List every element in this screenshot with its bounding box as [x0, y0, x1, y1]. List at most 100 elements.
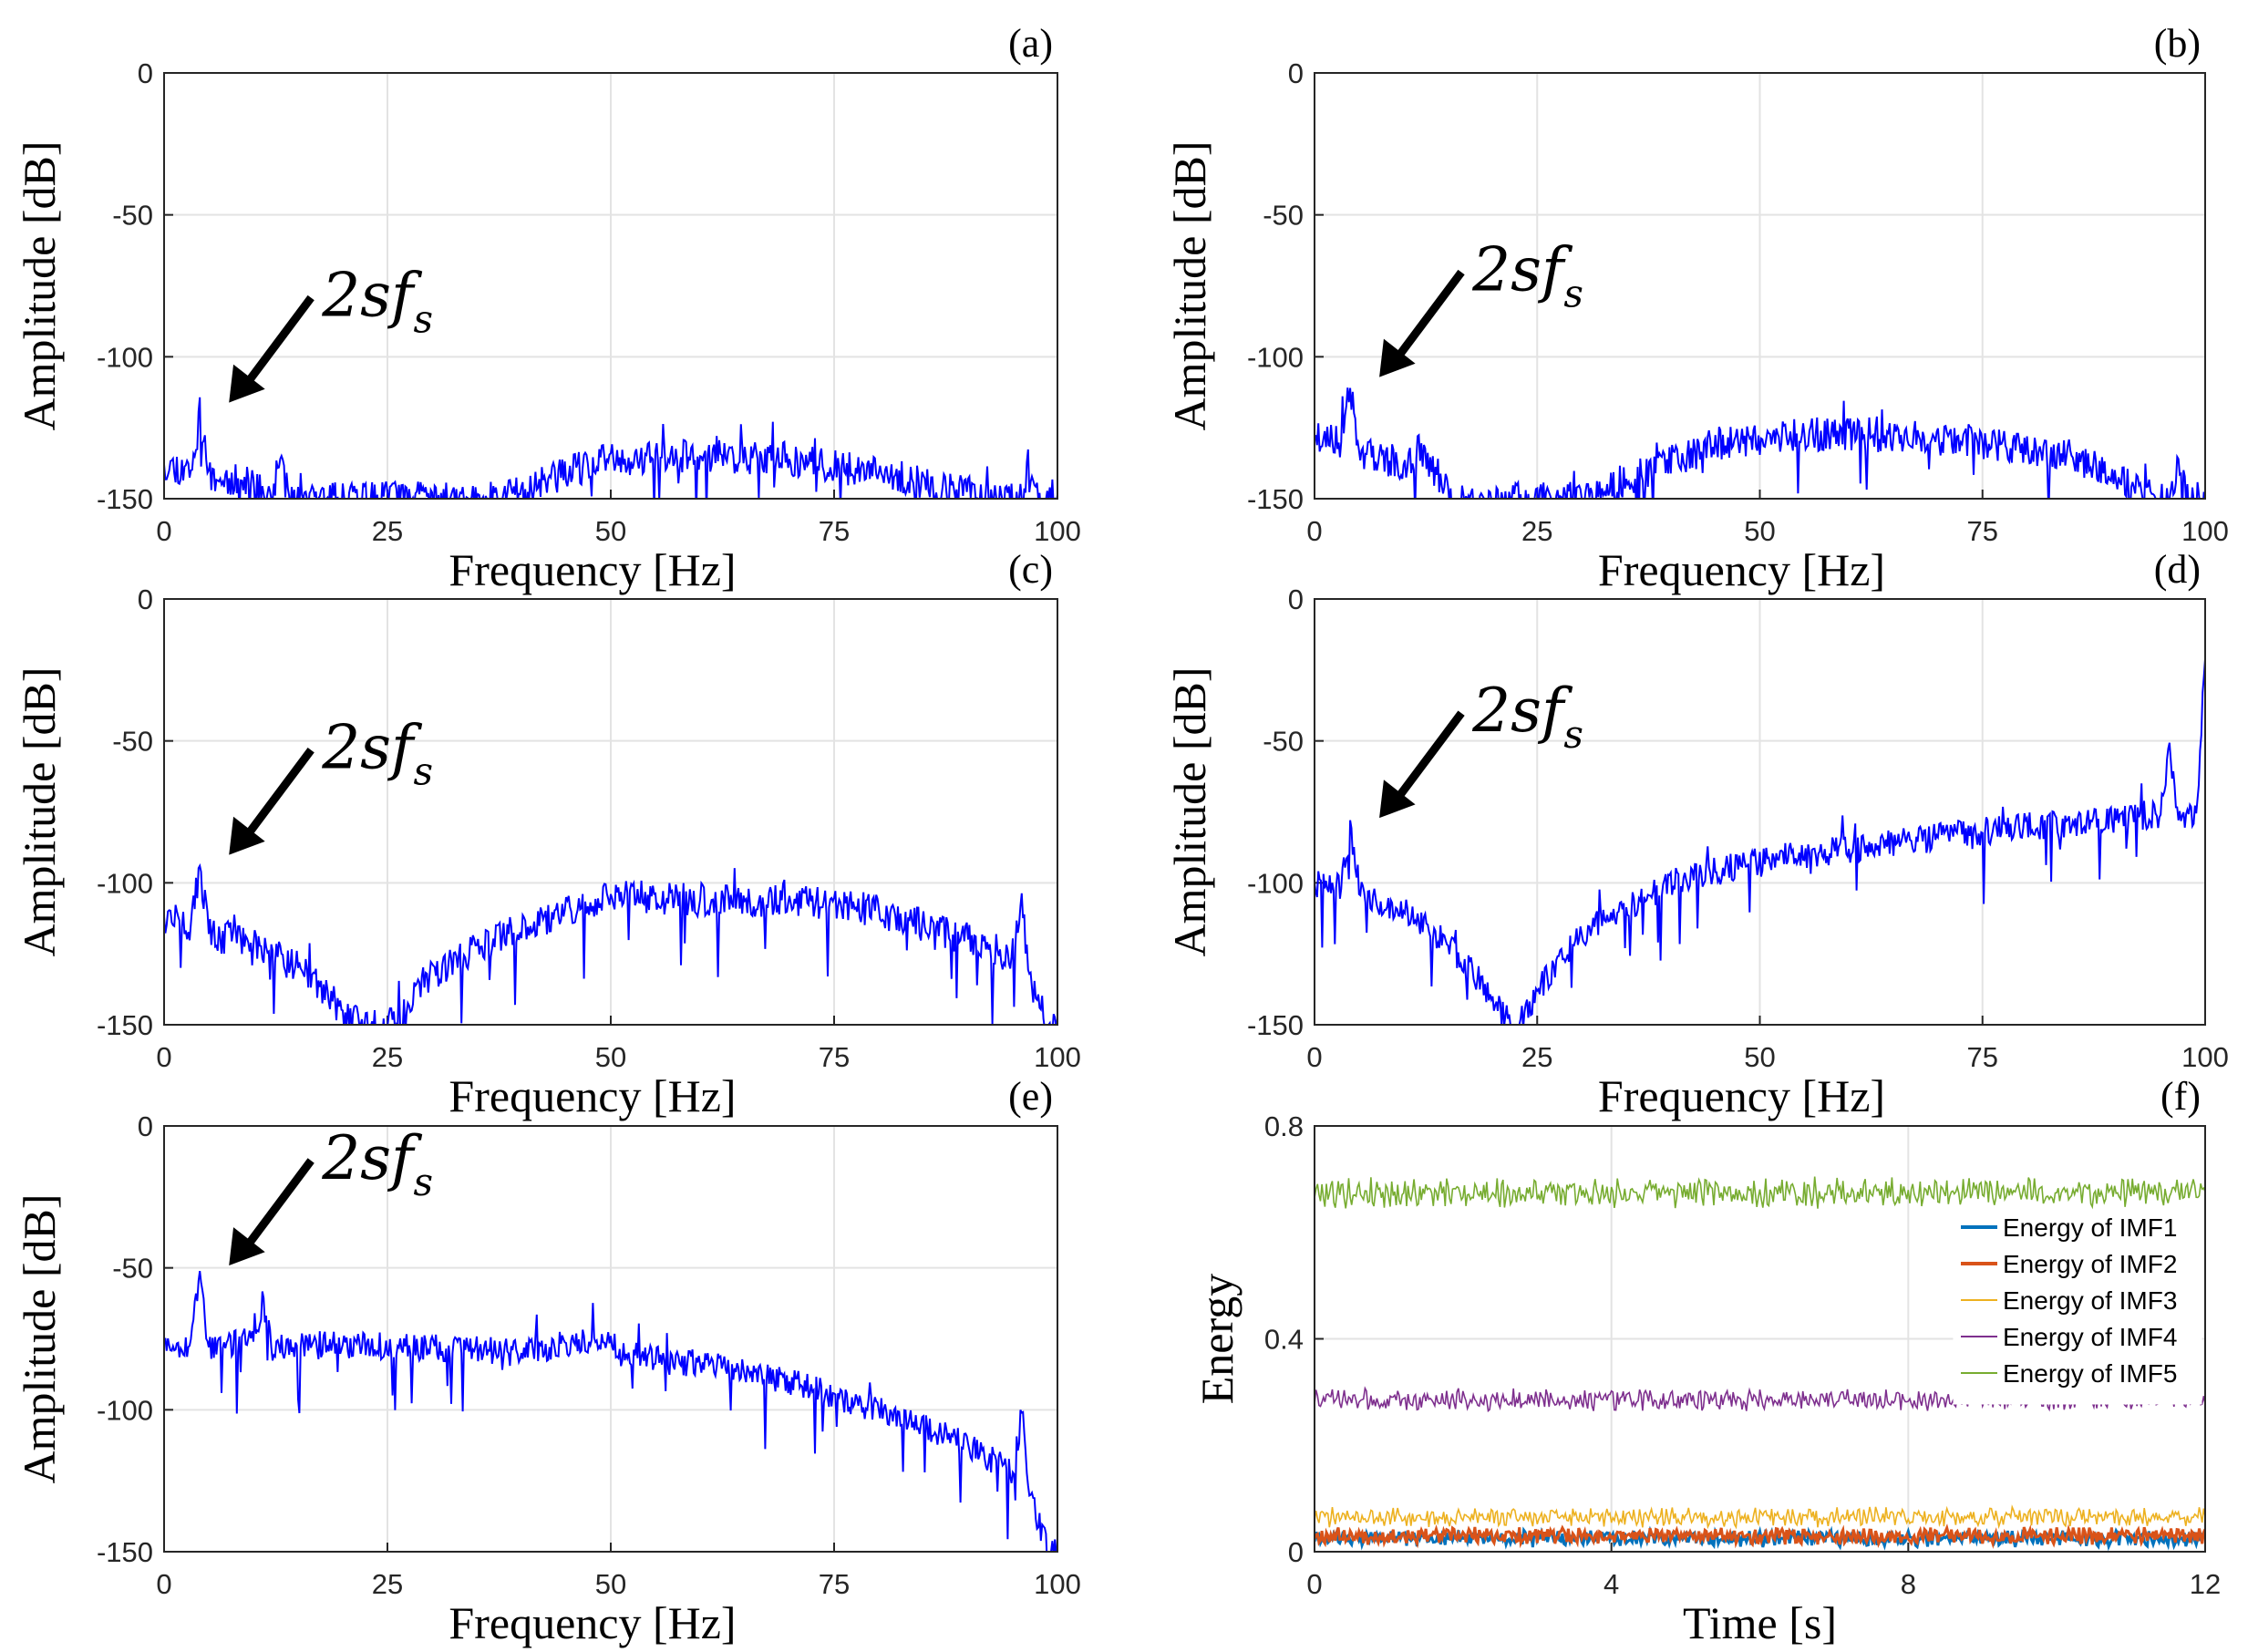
y-tick-label: -50 — [112, 726, 153, 758]
panel-label: (b) — [2154, 21, 2201, 66]
panel-label: (c) — [1008, 547, 1053, 592]
axes-frame — [1314, 598, 2206, 1026]
legend-entry: Energy of IMF5 — [2003, 1359, 2177, 1388]
x-tick-label: 75 — [1967, 515, 1998, 547]
annotation-label: 2sfs — [1471, 235, 1583, 316]
x-axis-label: Frequency [Hz] — [1598, 544, 1885, 595]
series-group — [1315, 658, 2205, 1025]
y-axis-label: Energy — [1191, 1274, 1243, 1404]
panel-label: (f) — [2160, 1074, 2201, 1119]
x-tick-label: 75 — [1967, 1041, 1998, 1073]
spectrum-line — [1315, 387, 2205, 499]
y-tick-label: 0.8 — [1264, 1110, 1304, 1142]
annotation-arrow-head — [1379, 338, 1416, 377]
x-tick-label: 12 — [2190, 1568, 2221, 1600]
x-tick-label: 75 — [819, 1568, 850, 1600]
x-tick-label: 50 — [595, 1041, 626, 1073]
x-tick-label: 100 — [2181, 1041, 2229, 1073]
y-tick-label: 0 — [138, 57, 153, 89]
x-tick-label: 0 — [156, 1041, 171, 1073]
y-tick-label: -100 — [97, 867, 153, 899]
y-tick-label: -150 — [97, 1009, 153, 1041]
x-tick-label: 25 — [372, 1041, 403, 1073]
y-tick-label: 0 — [1288, 57, 1304, 89]
x-axis-label: Frequency [Hz] — [1598, 1070, 1885, 1121]
x-tick-label: 25 — [372, 1568, 403, 1600]
x-tick-label: 100 — [1034, 1041, 1081, 1073]
legend-entry: Energy of IMF1 — [2003, 1213, 2177, 1242]
x-tick-label: 4 — [1604, 1568, 1619, 1600]
panel-d: 0 25 50 75 100 0 -50 -100 -150 Frequency [Hz] Ampl… — [1164, 547, 2229, 1121]
legend-box — [1953, 1210, 2202, 1405]
y-tick-label: -100 — [1247, 867, 1304, 899]
spectrum-line — [164, 862, 1057, 1025]
series-group — [164, 1270, 1057, 1552]
y-axis-label: Amplitude [dB] — [1164, 666, 1215, 956]
y-axis-label: Amplitude [dB] — [1164, 140, 1215, 430]
x-tick-label: 0 — [1306, 515, 1322, 547]
panel-b: 0 25 50 75 100 0 -50 -100 -150 Frequency [Hz] Ampl… — [1164, 21, 2229, 595]
y-axis-label: Amplitude [dB] — [14, 140, 65, 430]
y-tick-label: -150 — [1247, 483, 1304, 515]
spectrum-line — [164, 397, 1057, 499]
x-tick-label: 100 — [1034, 1568, 1081, 1600]
axes-frame — [1314, 1125, 2206, 1553]
y-tick-label: 0.4 — [1264, 1324, 1304, 1356]
x-tick-label: 50 — [1744, 1041, 1775, 1073]
x-tick-label: 25 — [372, 515, 403, 547]
annotation-arrow-head — [229, 1227, 265, 1266]
x-tick-label: 0 — [1306, 1041, 1322, 1073]
panel-c: 0 25 50 75 100 0 -50 -100 -150 Frequency [Hz] Ampl… — [14, 547, 1081, 1121]
annotation-label: 2sfs — [321, 1123, 433, 1204]
x-tick-label: 100 — [2181, 515, 2229, 547]
y-tick-label: 0 — [138, 1110, 153, 1142]
axes-frame — [1314, 72, 2206, 500]
panel-label: (e) — [1008, 1074, 1053, 1119]
legend-entry: Energy of IMF4 — [2003, 1323, 2177, 1351]
y-tick-label: -100 — [1247, 341, 1304, 373]
spectrum-line — [164, 1270, 1057, 1552]
y-tick-label: -100 — [97, 1394, 153, 1426]
x-tick-label: 0 — [156, 515, 171, 547]
annotation-label: 2sfs — [321, 713, 433, 794]
legend-entry: Energy of IMF2 — [2003, 1250, 2177, 1278]
y-tick-label: -100 — [97, 341, 153, 373]
annotation-arrow-head — [229, 364, 265, 403]
y-tick-label: -150 — [97, 1536, 153, 1568]
x-axis-label: Frequency [Hz] — [449, 1070, 736, 1121]
axes-frame — [163, 72, 1058, 500]
annotation-arrow-head — [1379, 780, 1416, 819]
series-line-energy-of-imf2 — [1315, 1523, 2205, 1550]
series-group — [164, 862, 1057, 1025]
x-tick-label: 50 — [595, 515, 626, 547]
series-group — [1315, 387, 2205, 499]
series-line-energy-of-imf3 — [1315, 1504, 2205, 1530]
y-tick-label: -50 — [112, 1253, 153, 1285]
x-tick-label: 50 — [595, 1568, 626, 1600]
y-tick-label: 0 — [138, 583, 153, 615]
y-tick-label: -150 — [1247, 1009, 1304, 1041]
annotation-label: 2sfs — [321, 261, 433, 342]
panel-label: (a) — [1008, 21, 1053, 66]
y-tick-label: -50 — [112, 200, 153, 232]
axes-frame — [163, 598, 1058, 1026]
x-tick-label: 100 — [1034, 515, 1081, 547]
panel-f: 0 4 8 12 0.8 0.4 0 Time [s] Energy (f) Energy of I… — [1191, 1074, 2221, 1648]
series-group — [164, 397, 1057, 499]
x-tick-label: 8 — [1901, 1568, 1916, 1600]
series-line-energy-of-imf1 — [1315, 1525, 2205, 1552]
x-tick-label: 75 — [819, 515, 850, 547]
y-tick-label: 0 — [1288, 1536, 1304, 1568]
y-tick-label: -150 — [97, 483, 153, 515]
y-tick-label: -50 — [1263, 200, 1304, 232]
x-axis-label: Frequency [Hz] — [449, 544, 736, 595]
y-axis-label: Amplitude [dB] — [14, 666, 65, 956]
annotation-label: 2sfs — [1471, 676, 1583, 757]
series-line-energy-of-imf5 — [1315, 1176, 2205, 1210]
x-tick-label: 25 — [1521, 1041, 1552, 1073]
panel-a: 0 25 50 75 100 0 -50 -100 -150 Frequency [Hz] Ampl… — [14, 21, 1081, 595]
x-tick-label: 75 — [819, 1041, 850, 1073]
spectrum-line — [1315, 658, 2205, 1025]
y-tick-label: -50 — [1263, 726, 1304, 758]
panel-e: 0 25 50 75 100 0 -50 -100 -150 Frequency [Hz] Ampl… — [14, 1074, 1081, 1648]
